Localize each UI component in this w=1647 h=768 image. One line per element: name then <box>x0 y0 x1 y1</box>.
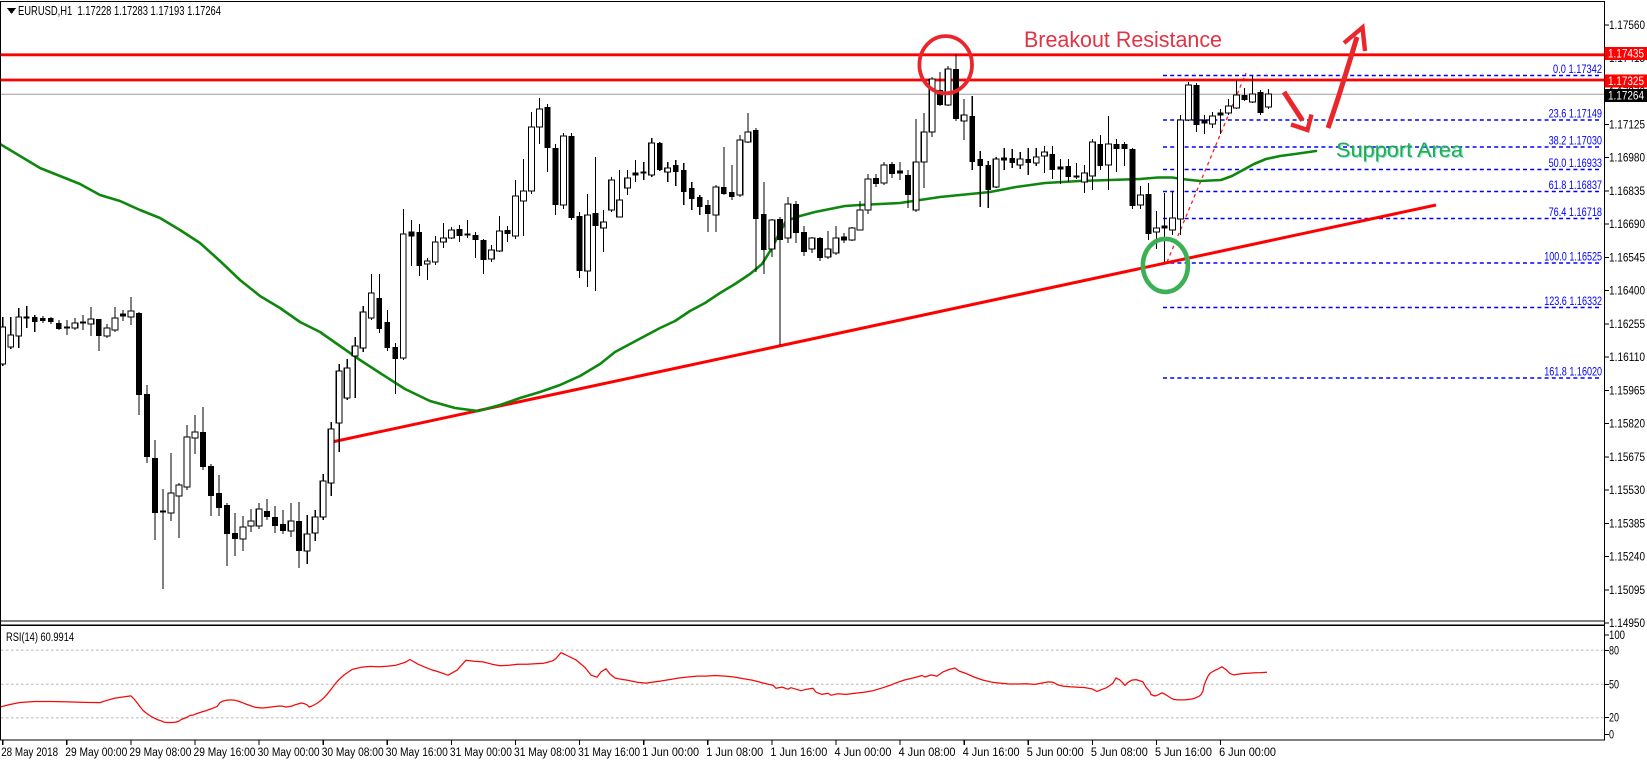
svg-text:1.16400: 1.16400 <box>1609 286 1645 298</box>
svg-text:1 Jun 08:00: 1 Jun 08:00 <box>706 747 763 759</box>
svg-text:4 Jun 08:00: 4 Jun 08:00 <box>899 747 956 759</box>
svg-text:31 May 08:00: 31 May 08:00 <box>514 747 576 759</box>
svg-text:1.17435: 1.17435 <box>1608 49 1644 61</box>
svg-text:61.8 1.16837: 61.8 1.16837 <box>1549 180 1602 192</box>
svg-text:38.2 1.17030: 38.2 1.17030 <box>1549 136 1602 148</box>
svg-text:5 Jun 08:00: 5 Jun 08:00 <box>1091 747 1148 759</box>
svg-text:29 May 00:00: 29 May 00:00 <box>65 747 127 759</box>
svg-text:50: 50 <box>1609 680 1619 692</box>
svg-text:1.16690: 1.16690 <box>1609 219 1645 231</box>
svg-text:1.17325: 1.17325 <box>1608 76 1644 88</box>
svg-text:30 May 00:00: 30 May 00:00 <box>258 747 320 759</box>
svg-text:29 May 16:00: 29 May 16:00 <box>194 747 256 759</box>
svg-text:1.15240: 1.15240 <box>1609 552 1645 564</box>
svg-text:4 Jun 16:00: 4 Jun 16:00 <box>963 747 1020 759</box>
svg-text:1.17264: 1.17264 <box>1608 91 1645 103</box>
svg-text:1.14950: 1.14950 <box>1609 618 1645 630</box>
svg-text:1.17560: 1.17560 <box>1609 20 1645 32</box>
svg-text:31 May 16:00: 31 May 16:00 <box>578 747 640 759</box>
svg-text:29 May 08:00: 29 May 08:00 <box>129 747 191 759</box>
svg-text:5 Jun 16:00: 5 Jun 16:00 <box>1155 747 1212 759</box>
svg-text:4 Jun 00:00: 4 Jun 00:00 <box>835 747 892 759</box>
svg-text:28 May 2018: 28 May 2018 <box>1 747 58 759</box>
svg-text:1 Jun 16:00: 1 Jun 16:00 <box>770 747 827 759</box>
svg-text:1.16835: 1.16835 <box>1609 186 1645 198</box>
svg-text:EURUSD,H1 1.17228 1.17283 1.1: EURUSD,H1 1.17228 1.17283 1.17193 1.1726… <box>18 4 221 18</box>
svg-text:1.15675: 1.15675 <box>1609 452 1645 464</box>
svg-text:1.15530: 1.15530 <box>1609 485 1645 497</box>
svg-text:30 May 16:00: 30 May 16:00 <box>386 747 448 759</box>
svg-text:80: 80 <box>1609 646 1619 658</box>
svg-text:1.16255: 1.16255 <box>1609 319 1645 331</box>
svg-text:1.15820: 1.15820 <box>1609 419 1645 431</box>
svg-text:5 Jun 00:00: 5 Jun 00:00 <box>1027 747 1084 759</box>
svg-text:Support Area: Support Area <box>1336 139 1463 162</box>
svg-text:0.0 1.17342: 0.0 1.17342 <box>1553 64 1602 76</box>
svg-text:50.0 1.16933: 50.0 1.16933 <box>1549 158 1602 170</box>
svg-text:1.16980: 1.16980 <box>1609 153 1645 165</box>
svg-text:30 May 08:00: 30 May 08:00 <box>322 747 384 759</box>
svg-text:31 May 00:00: 31 May 00:00 <box>450 747 512 759</box>
svg-text:Breakout Resistance: Breakout Resistance <box>1024 27 1222 52</box>
svg-text:20: 20 <box>1609 713 1619 725</box>
svg-text:123.6 1.16332: 123.6 1.16332 <box>1544 296 1602 308</box>
svg-text:1.15385: 1.15385 <box>1609 518 1645 530</box>
svg-text:76.4 1.16718: 76.4 1.16718 <box>1549 207 1602 219</box>
svg-text:6 Jun 00:00: 6 Jun 00:00 <box>1219 747 1276 759</box>
svg-text:0: 0 <box>1609 730 1614 742</box>
svg-text:RSI(14) 60.9914: RSI(14) 60.9914 <box>6 632 74 644</box>
svg-text:161.8 1.16020: 161.8 1.16020 <box>1544 367 1602 379</box>
svg-text:1.16545: 1.16545 <box>1609 252 1645 264</box>
svg-text:23.6 1.17149: 23.6 1.17149 <box>1549 109 1602 121</box>
svg-text:1.15965: 1.15965 <box>1609 385 1645 397</box>
svg-text:1.16110: 1.16110 <box>1609 352 1645 364</box>
svg-text:1.17125: 1.17125 <box>1609 120 1645 132</box>
svg-text:1 Jun 00:00: 1 Jun 00:00 <box>642 747 699 759</box>
svg-text:100.0 1.16525: 100.0 1.16525 <box>1544 252 1602 264</box>
svg-text:100: 100 <box>1609 630 1625 642</box>
svg-text:1.15095: 1.15095 <box>1609 585 1645 597</box>
